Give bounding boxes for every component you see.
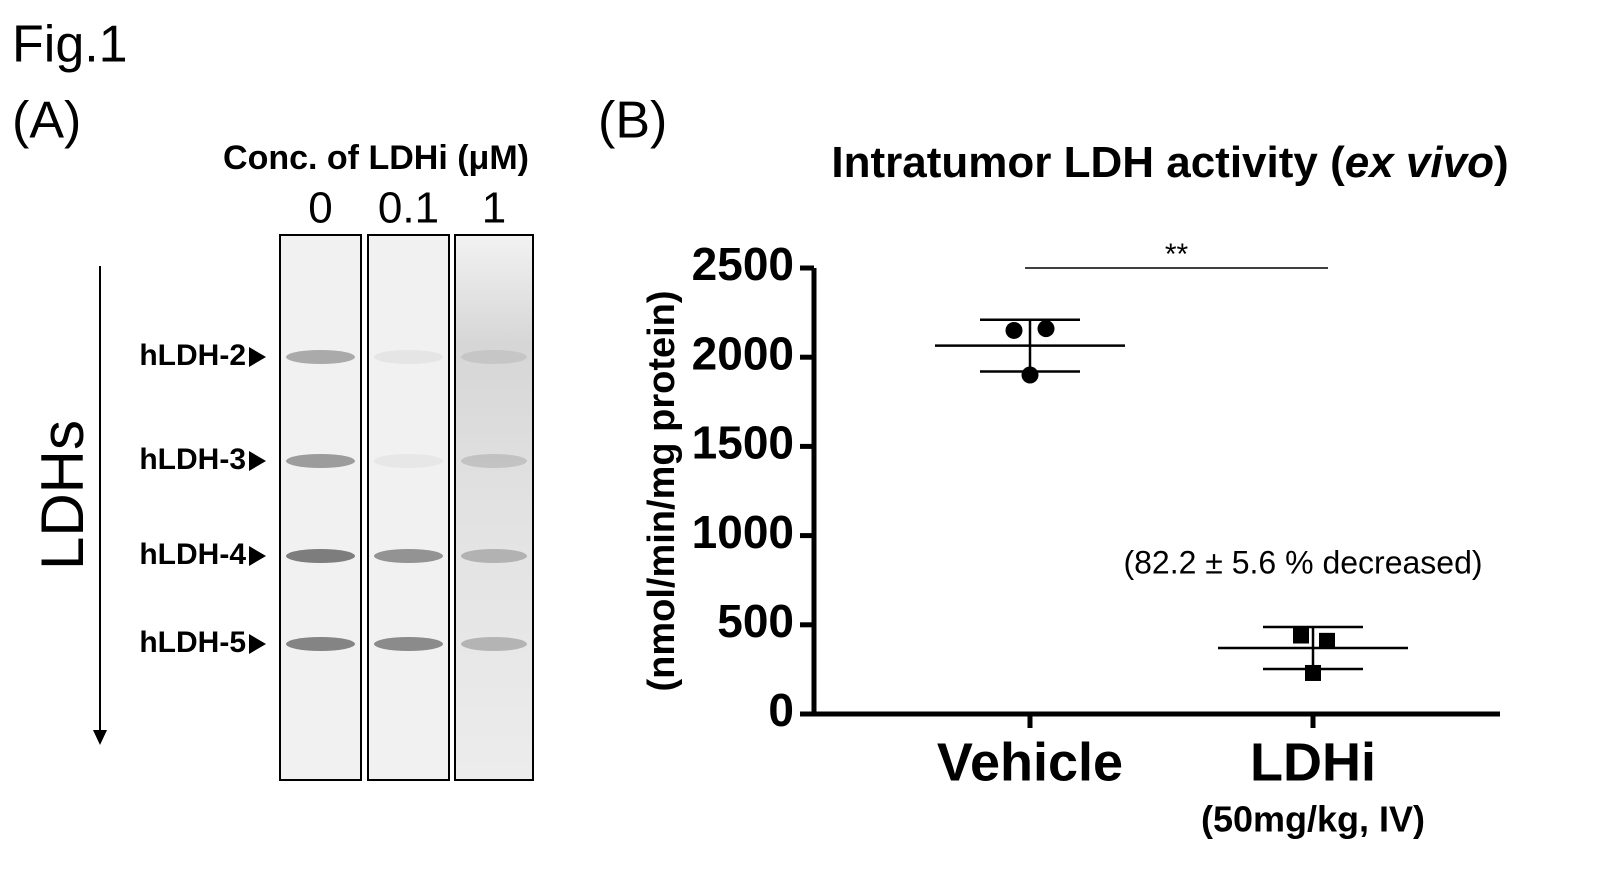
gel-band	[374, 637, 443, 651]
band-label: hLDH-2	[139, 339, 246, 372]
data-point	[1021, 366, 1039, 384]
gel-lane	[367, 234, 450, 781]
gel: 0 0.1 1 hLDH-2 hLDH-3 hLDH-4 hLDH-5	[139, 184, 534, 781]
band-pointer	[249, 546, 266, 566]
y-tick-label: 500	[717, 595, 794, 647]
y-tick-label: 2500	[692, 238, 794, 290]
figure-label: Fig.1	[12, 16, 128, 74]
y-tick-label: 2000	[692, 327, 794, 379]
data-point	[1319, 632, 1335, 649]
y-tick-label: 1000	[692, 506, 794, 558]
band-label: hLDH-5	[139, 626, 246, 659]
plot: Intratumor LDH activity (ex vivo) (nmol/m…	[641, 138, 1509, 840]
gel-lane	[454, 234, 534, 781]
band-pointer	[249, 451, 266, 471]
band-pointer	[249, 634, 266, 654]
y-axis-label: (nmol/min/mg protein)	[641, 290, 683, 691]
x-tick-note: (50mg/kg, IV)	[1201, 799, 1425, 840]
significance-label: **	[1165, 238, 1189, 271]
x-tick-label: Vehicle	[937, 732, 1123, 792]
y-tick-label: 1500	[692, 417, 794, 469]
gel-band	[461, 454, 527, 468]
gel-band	[461, 549, 527, 563]
lane-label: 0.1	[378, 184, 439, 233]
title-part: )	[1494, 138, 1509, 187]
lane-label: 1	[482, 184, 506, 233]
conc-label: Conc. of LDHi (μM)	[223, 139, 529, 177]
gel-band	[286, 454, 355, 468]
y-tick-label: 0	[768, 684, 794, 736]
band-pointer	[249, 347, 266, 367]
gel-band	[374, 350, 443, 364]
data-point	[1305, 664, 1321, 681]
data-point	[1293, 627, 1309, 644]
chart-title: Intratumor LDH activity (ex vivo)	[831, 138, 1508, 187]
gel-band	[374, 549, 443, 563]
band-label: hLDH-4	[139, 538, 246, 571]
data-point	[1037, 320, 1055, 338]
x-tick-label: LDHi	[1250, 732, 1376, 792]
gel-band	[461, 350, 527, 364]
gel-band	[286, 637, 355, 651]
gel-axis-label: LDHs	[29, 420, 96, 570]
gel-lane	[279, 234, 362, 781]
data-point	[1005, 321, 1023, 339]
gel-band	[286, 549, 355, 563]
panel-label: (B)	[598, 92, 667, 150]
arrow-head	[93, 730, 107, 745]
annotation: (82.2 ± 5.6 % decreased)	[1123, 544, 1482, 580]
title-part: Intratumor LDH activity (	[831, 138, 1345, 187]
gel-band	[374, 454, 443, 468]
panel-label: (A)	[12, 92, 81, 150]
lane-label: 0	[308, 184, 332, 233]
gel-band	[461, 637, 527, 651]
title-part: ex vivo	[1345, 138, 1494, 187]
gel-band	[286, 350, 355, 364]
band-label: hLDH-3	[139, 443, 246, 476]
